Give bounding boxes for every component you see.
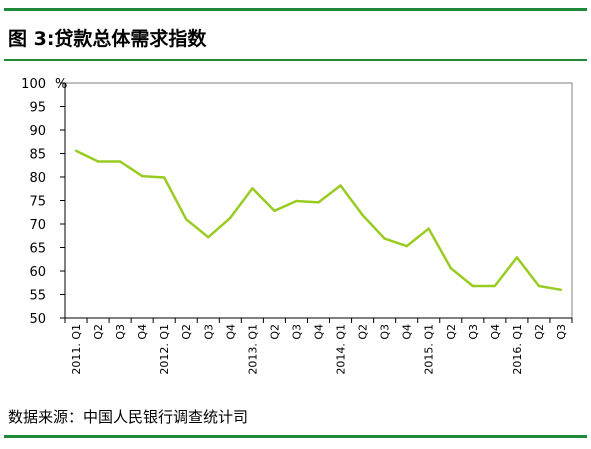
data-point xyxy=(185,218,188,221)
data-point xyxy=(273,209,276,213)
data-point xyxy=(559,288,563,291)
series-line xyxy=(75,149,562,292)
top-rule xyxy=(4,8,587,11)
data-point xyxy=(515,256,519,259)
x-tick-label: Q3 xyxy=(114,324,127,340)
x-tick-label: 2013. Q1 xyxy=(246,324,259,375)
data-point xyxy=(471,284,475,288)
data-point xyxy=(140,174,144,178)
y-tick-label: 70 xyxy=(29,218,46,233)
data-point xyxy=(96,160,100,163)
x-tick-label: 2015. Q1 xyxy=(423,324,436,375)
y-tick-label: 65 xyxy=(29,242,46,257)
y-tick-label: 90 xyxy=(29,124,46,139)
x-tick-label: 2016. Q1 xyxy=(511,324,524,375)
x-tick-label: Q2 xyxy=(445,324,458,340)
line-chart: % 50 55 60 65 70 75 80 85 90 95 100 2011. Q1 Q2 Q3 Q4… xyxy=(21,77,573,375)
data-point xyxy=(207,235,210,239)
data-point xyxy=(405,244,408,248)
data-point xyxy=(118,160,122,163)
x-tick-label: Q2 xyxy=(268,324,281,340)
y-axis-unit: % xyxy=(55,77,67,92)
x-tick-label: Q4 xyxy=(136,324,149,340)
bottom-rule xyxy=(4,435,587,438)
data-point xyxy=(251,187,254,190)
data-point xyxy=(383,237,386,240)
y-tick-label: 50 xyxy=(29,312,46,327)
x-tick-label: Q3 xyxy=(555,324,568,340)
data-point xyxy=(361,213,364,217)
x-tick-label: 2011. Q1 xyxy=(70,324,83,375)
x-tick-label: Q2 xyxy=(357,324,370,340)
x-tick-label: Q3 xyxy=(379,324,392,340)
y-tick-label: 95 xyxy=(29,101,46,116)
data-point xyxy=(295,199,298,203)
x-tick-label: Q3 xyxy=(290,324,303,340)
data-point xyxy=(537,284,541,288)
data-point xyxy=(493,284,497,288)
y-tick-label: 100 xyxy=(21,77,46,92)
x-tick-label: 2012. Q1 xyxy=(158,324,171,375)
x-tick-label: Q2 xyxy=(533,324,546,340)
x-tick-label: Q4 xyxy=(224,324,237,340)
data-point xyxy=(449,266,452,270)
data-point xyxy=(74,149,78,152)
x-tick-label: Q4 xyxy=(489,324,502,340)
x-tick-label: Q2 xyxy=(92,324,105,340)
data-point xyxy=(162,176,166,179)
x-tick-label: Q2 xyxy=(180,324,193,340)
x-tick-label: Q4 xyxy=(401,324,414,340)
data-point xyxy=(339,184,342,187)
y-tick-label: 55 xyxy=(29,289,46,304)
title-rule xyxy=(4,59,587,61)
y-tick-label: 75 xyxy=(29,195,46,210)
data-point xyxy=(229,216,232,220)
x-tick-label: Q3 xyxy=(202,324,215,340)
x-tick-label: Q4 xyxy=(313,324,326,340)
y-tick-label: 80 xyxy=(29,171,46,186)
source-note: 数据来源：中国人民银行调查统计司 xyxy=(8,408,249,426)
figure-title: 图 3:贷款总体需求指数 xyxy=(8,28,207,50)
data-point xyxy=(427,227,430,230)
x-tick-label: 2014. Q1 xyxy=(335,324,348,375)
y-tick-label: 85 xyxy=(29,148,46,163)
y-tick-label: 60 xyxy=(29,265,46,280)
x-tick-label: Q3 xyxy=(467,324,480,340)
data-point xyxy=(317,201,320,204)
